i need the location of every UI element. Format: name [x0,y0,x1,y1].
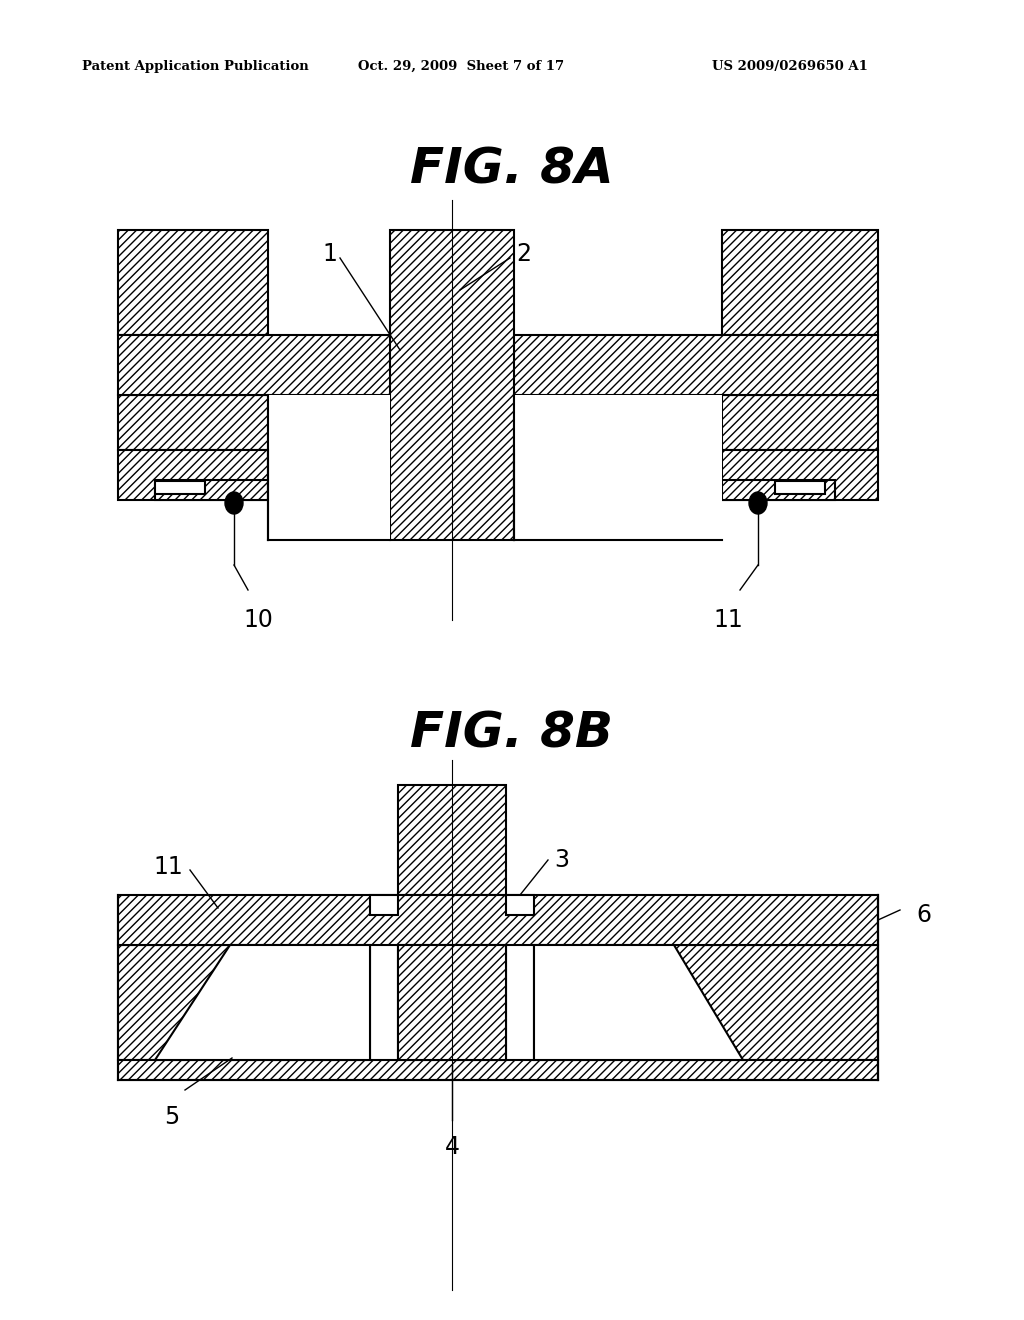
Bar [118,395,268,450]
Ellipse shape [749,492,767,513]
Text: 11: 11 [154,855,183,879]
Polygon shape [155,945,370,1060]
Bar [722,480,835,500]
Bar [514,395,722,540]
Bar [118,945,370,1060]
Bar [398,945,506,1060]
Text: 3: 3 [555,847,569,873]
Bar [118,230,268,335]
Text: 6: 6 [916,903,931,927]
Bar [155,480,205,494]
Text: 10: 10 [243,609,273,632]
Ellipse shape [225,492,243,513]
Text: 2: 2 [516,242,531,267]
Bar [534,945,878,1060]
Bar [118,450,268,500]
Bar [722,450,878,500]
Bar [506,895,534,915]
Text: 4: 4 [444,1135,460,1159]
Text: 11: 11 [713,609,742,632]
Polygon shape [534,945,743,1060]
Text: US 2009/0269650 A1: US 2009/0269650 A1 [712,59,868,73]
Bar [722,230,878,335]
Bar [398,785,506,895]
Bar [118,1060,878,1080]
Bar [775,480,825,494]
Bar [268,395,390,540]
Bar [722,395,878,450]
Text: FIG. 8A: FIG. 8A [411,145,613,193]
Bar [390,230,514,540]
Text: FIG. 8B: FIG. 8B [411,710,613,758]
Bar [155,480,268,500]
Text: Patent Application Publication: Patent Application Publication [82,59,309,73]
Text: 5: 5 [165,1105,179,1129]
Bar [398,945,506,1060]
Bar [370,895,398,915]
Bar [118,335,878,395]
Bar [118,895,878,945]
Text: Oct. 29, 2009  Sheet 7 of 17: Oct. 29, 2009 Sheet 7 of 17 [358,59,564,73]
Text: 1: 1 [323,242,338,267]
